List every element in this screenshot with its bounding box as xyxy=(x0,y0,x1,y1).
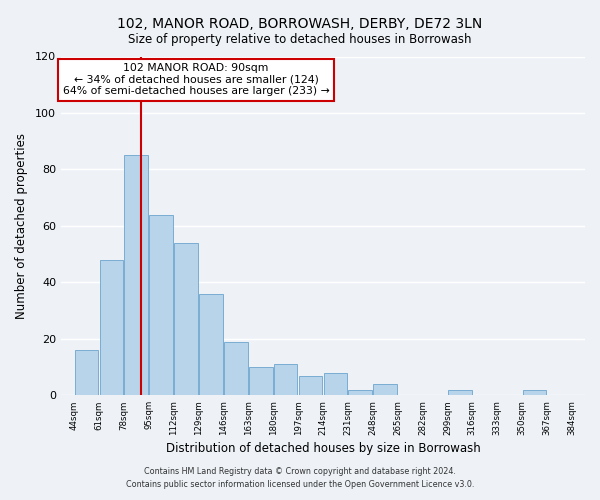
Bar xyxy=(323,372,347,396)
Text: Size of property relative to detached houses in Borrowash: Size of property relative to detached ho… xyxy=(128,32,472,46)
Text: Contains HM Land Registry data © Crown copyright and database right 2024.
Contai: Contains HM Land Registry data © Crown c… xyxy=(126,467,474,489)
Bar xyxy=(174,243,198,396)
Bar xyxy=(100,260,123,396)
X-axis label: Distribution of detached houses by size in Borrowash: Distribution of detached houses by size … xyxy=(166,442,481,455)
Bar xyxy=(274,364,298,396)
Bar xyxy=(349,390,372,396)
Bar xyxy=(373,384,397,396)
Bar xyxy=(199,294,223,396)
Bar xyxy=(74,350,98,396)
Bar xyxy=(124,156,148,396)
Bar xyxy=(249,367,272,396)
Bar xyxy=(149,214,173,396)
Bar xyxy=(523,390,547,396)
Bar xyxy=(224,342,248,396)
Text: 102 MANOR ROAD: 90sqm
← 34% of detached houses are smaller (124)
64% of semi-det: 102 MANOR ROAD: 90sqm ← 34% of detached … xyxy=(62,64,329,96)
Bar xyxy=(299,376,322,396)
Text: 102, MANOR ROAD, BORROWASH, DERBY, DE72 3LN: 102, MANOR ROAD, BORROWASH, DERBY, DE72 … xyxy=(118,18,482,32)
Y-axis label: Number of detached properties: Number of detached properties xyxy=(15,133,28,319)
Bar xyxy=(448,390,472,396)
